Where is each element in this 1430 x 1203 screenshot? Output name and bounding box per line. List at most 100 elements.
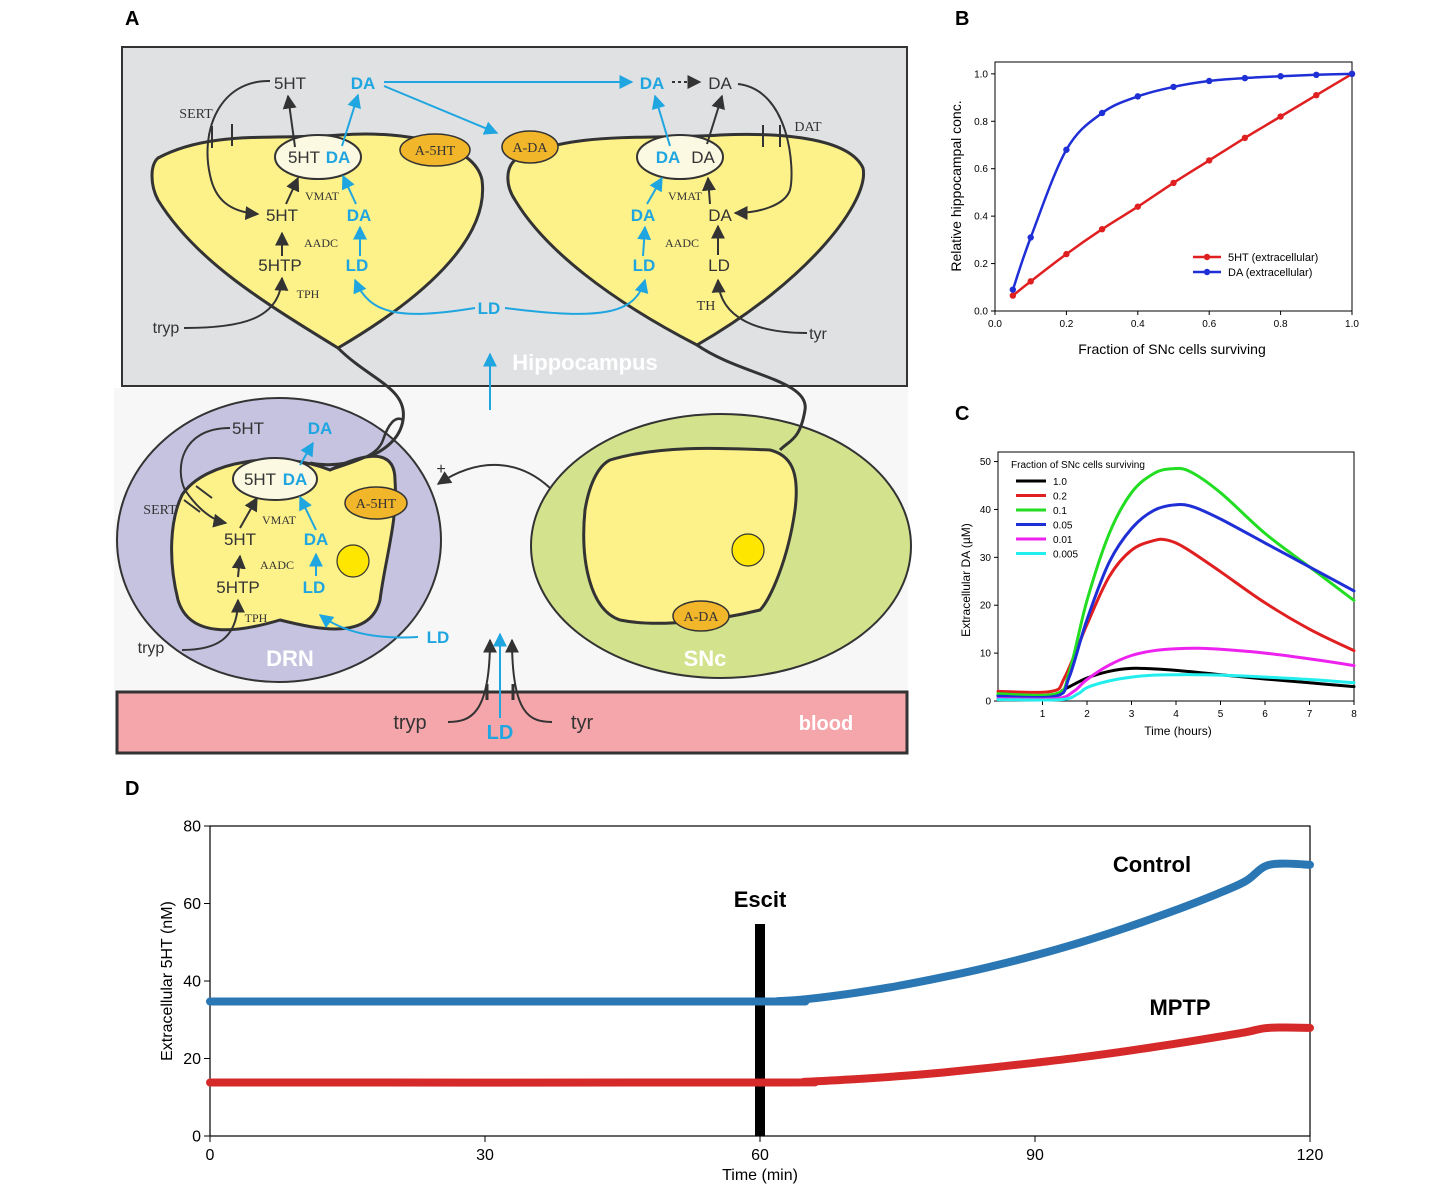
label-tyr: tyr [809, 326, 827, 343]
label-aadc: AADC [665, 236, 699, 250]
annotation-control: Control [1113, 852, 1191, 877]
panel-letter-b: B [955, 8, 969, 30]
x-tick-label: 1.0 [1345, 319, 1359, 330]
label-sert: SERT [143, 503, 177, 518]
data-point [1241, 74, 1249, 82]
label-da: DA [304, 530, 329, 549]
label-tryp-blood: tryp [393, 712, 426, 734]
legend-label: 0.2 [1053, 492, 1067, 503]
chart-d-ylabel: Extracellular 5HT (nM) [159, 901, 176, 1061]
data-point [1313, 92, 1320, 99]
y-tick-label: 0.6 [974, 164, 988, 175]
panel-d: D 0 30 60 90 120 0 20 40 60 80 Time (min) Extrace… [125, 778, 1323, 1184]
chart-b-frame [994, 61, 1353, 312]
y-tick-label: 1.0 [974, 69, 988, 80]
label-a-5ht: A-5HT [415, 144, 456, 159]
panel-letter-c: C [955, 403, 969, 425]
label-5ht: 5HT [274, 74, 306, 93]
label-ld-hippocampus: LD [478, 299, 501, 318]
x-tick-label: 60 [751, 1147, 769, 1164]
y-tick-label: 30 [980, 553, 992, 564]
label-da: DA [691, 148, 715, 167]
series-line-c-2 [996, 466, 1356, 697]
data-point [1098, 109, 1106, 117]
x-tick-label: 2 [1084, 709, 1090, 720]
black-pathway-arrows [179, 75, 808, 723]
data-point [1027, 234, 1034, 241]
legend-label: 1.0 [1053, 477, 1067, 488]
label-a-da: A-DA [684, 610, 720, 625]
x-tick-label: 3 [1129, 709, 1135, 720]
x-tick-label: 0.6 [1202, 319, 1216, 330]
chart-c-axes: 1 2 3 4 5 6 7 8 0 10 20 30 40 50 [980, 457, 1357, 720]
label-ld: LD [427, 628, 450, 647]
panel-letter-d: D [125, 778, 139, 800]
data-point [1277, 73, 1284, 80]
label-da: DA [708, 206, 732, 225]
label-da: DA [640, 74, 665, 93]
label-th: TH [697, 299, 716, 314]
label-da: DA [351, 74, 376, 93]
snc-axon [696, 343, 807, 452]
data-point [1009, 286, 1017, 293]
legend-marker-5ht [1203, 253, 1211, 261]
x-tick-label: 0.8 [1274, 319, 1288, 330]
series-line-c-4 [996, 646, 1356, 701]
chart-b-legend: 5HT (extracellular) DA (extracellular) [1193, 252, 1318, 279]
y-tick-label: 20 [183, 1051, 201, 1068]
drn-cell [170, 454, 397, 632]
legend-label: 0.1 [1053, 506, 1067, 517]
drn-labels: 5HT DA 5HT DA VMAT 5HT DA AADC 5HTP LD T… [138, 419, 450, 657]
data-point [1063, 146, 1070, 153]
a-da-enzyme-snc [672, 600, 730, 632]
label-5ht: 5HT [232, 419, 264, 438]
dat-transporter-hippocampus [762, 125, 781, 147]
data-point [1009, 292, 1017, 299]
panel-a: A [114, 8, 912, 755]
y-tick-label: 60 [183, 896, 201, 913]
label-ld: LD [708, 256, 730, 275]
y-tick-label: 0.2 [974, 259, 988, 270]
label-dat: DAT [794, 120, 822, 135]
data-point [1313, 71, 1320, 79]
label-tph: TPH [297, 287, 320, 301]
blue-pathway-arrows [299, 75, 671, 718]
data-point [1170, 179, 1177, 187]
legend-label: 0.005 [1053, 550, 1078, 561]
label-da: DA [308, 419, 333, 438]
series-line-d-0 [206, 859, 1314, 1006]
label-vmat: VMAT [668, 189, 703, 203]
chart-d-axes: 0 30 60 90 120 0 20 40 60 80 [183, 819, 1323, 1164]
drn-label: DRN [266, 646, 314, 671]
snc-nucleus [731, 533, 765, 567]
label-aadc: AADC [304, 236, 338, 250]
x-tick-label: 7 [1307, 709, 1313, 720]
chart-b-ylabel: Relative hippocampal conc. [948, 100, 964, 271]
legend-marker-da [1203, 268, 1211, 276]
y-tick-label: 0 [192, 1129, 201, 1146]
x-tick-label: 0 [206, 1147, 215, 1164]
x-tick-label: 0.0 [988, 319, 1002, 330]
hippocampus-left-labels: 5HT DA 5HT DA VMAT 5HT DA AADC 5HTP LD T… [153, 74, 456, 337]
chart-b-plot [1009, 70, 1356, 299]
chart-c-plot [996, 466, 1356, 702]
label-da: DA [631, 206, 656, 225]
x-tick-label: 0.2 [1059, 319, 1073, 330]
x-tick-label: 0.4 [1131, 319, 1145, 330]
label-5ht: 5HT [288, 148, 320, 167]
chart-d-xlabel: Time (min) [722, 1167, 798, 1184]
snc-cell [582, 446, 798, 625]
label-vmat: VMAT [305, 189, 340, 203]
y-tick-label: 80 [183, 819, 201, 836]
label-da: DA [283, 470, 308, 489]
y-tick-label: 0 [985, 697, 991, 708]
y-tick-label: 10 [980, 649, 992, 660]
x-tick-label: 30 [476, 1147, 494, 1164]
data-point [1134, 93, 1142, 100]
annotation-mptp: MPTP [1149, 995, 1210, 1020]
series-line-c-5 [996, 673, 1356, 702]
legend-label: 0.05 [1053, 521, 1073, 532]
label-da: DA [326, 148, 351, 167]
label-vmat: VMAT [262, 513, 297, 527]
